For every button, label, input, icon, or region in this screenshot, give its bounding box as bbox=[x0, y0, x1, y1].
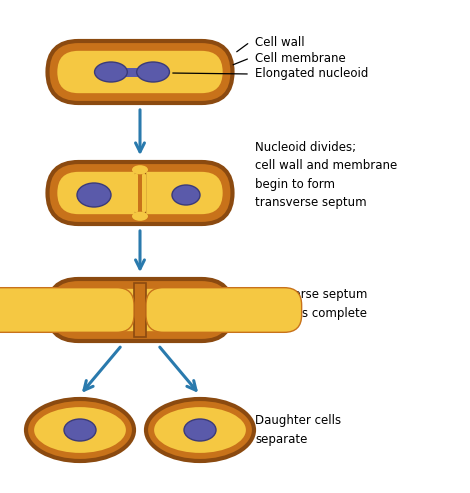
FancyBboxPatch shape bbox=[134, 174, 138, 212]
Text: Cell membrane: Cell membrane bbox=[255, 51, 346, 65]
Ellipse shape bbox=[132, 165, 148, 175]
FancyBboxPatch shape bbox=[47, 162, 233, 224]
Text: Cell wall: Cell wall bbox=[255, 35, 305, 48]
FancyBboxPatch shape bbox=[47, 41, 233, 103]
FancyBboxPatch shape bbox=[56, 171, 224, 215]
Ellipse shape bbox=[132, 211, 148, 221]
Ellipse shape bbox=[77, 299, 111, 321]
Ellipse shape bbox=[33, 406, 127, 454]
Polygon shape bbox=[134, 283, 146, 337]
FancyBboxPatch shape bbox=[146, 288, 302, 332]
FancyBboxPatch shape bbox=[56, 50, 224, 94]
Ellipse shape bbox=[184, 419, 216, 441]
FancyBboxPatch shape bbox=[56, 288, 224, 332]
Ellipse shape bbox=[64, 419, 96, 441]
Ellipse shape bbox=[94, 62, 127, 82]
Ellipse shape bbox=[77, 183, 111, 207]
Text: Elongated nucleoid: Elongated nucleoid bbox=[255, 68, 368, 80]
FancyBboxPatch shape bbox=[0, 288, 134, 332]
Text: Transverse septum
becomes complete: Transverse septum becomes complete bbox=[255, 288, 368, 320]
Text: Nucleoid divides;
cell wall and membrane
begin to form
transverse septum: Nucleoid divides; cell wall and membrane… bbox=[255, 141, 397, 209]
Polygon shape bbox=[135, 171, 145, 214]
Ellipse shape bbox=[137, 62, 170, 82]
Text: Daughter cells
separate: Daughter cells separate bbox=[255, 414, 341, 446]
Ellipse shape bbox=[172, 185, 200, 205]
Ellipse shape bbox=[146, 399, 254, 461]
Ellipse shape bbox=[26, 399, 134, 461]
Ellipse shape bbox=[153, 406, 247, 454]
Polygon shape bbox=[125, 68, 140, 76]
FancyBboxPatch shape bbox=[142, 174, 146, 212]
FancyBboxPatch shape bbox=[47, 279, 233, 341]
Ellipse shape bbox=[172, 300, 200, 320]
